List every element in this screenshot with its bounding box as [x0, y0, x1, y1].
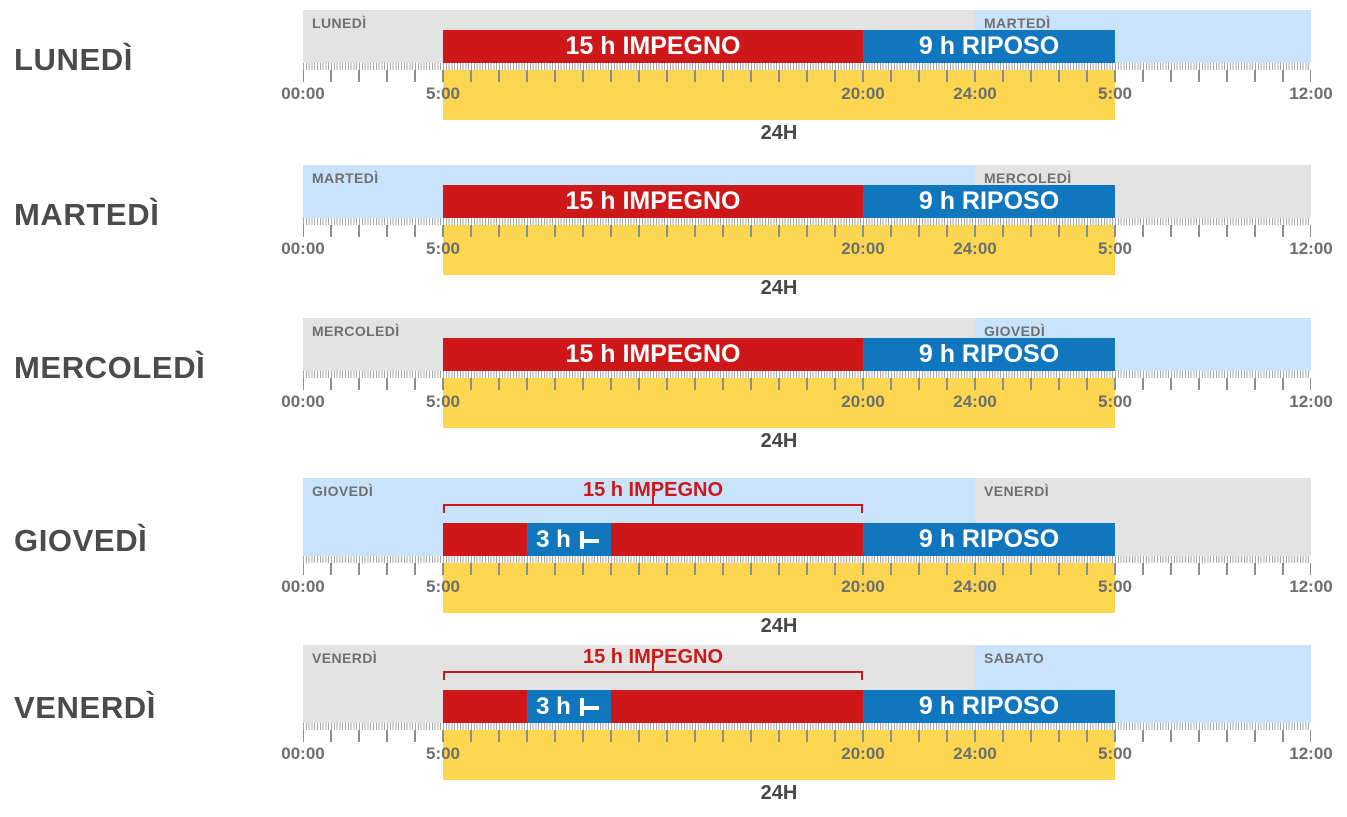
impegno-bar-part1 [443, 690, 527, 723]
tick-label: 12:00 [1289, 744, 1333, 763]
day-title: LUNEDÌ [14, 42, 133, 77]
duration-24h-label: 24H [760, 782, 798, 804]
tick-label: 5:00 [1097, 392, 1133, 411]
tick-label: 20:00 [841, 744, 885, 763]
riposo-bar: 9 h RIPOSO [863, 523, 1115, 556]
hour-ticks [303, 730, 1311, 742]
minute-ruler [303, 556, 1311, 563]
tick-label: 24:00 [953, 577, 997, 596]
duration-24h-label: 24H [760, 615, 798, 637]
tick-label: 5:00 [1097, 577, 1133, 596]
next-day-band-label: GIOVEDÌ [984, 323, 1046, 339]
current-day-band-label: MERCOLEDÌ [312, 323, 400, 339]
timeline: GIOVEDÌ VENERDÌ 15 h IMPEGNO 3 h 9 h RIP… [281, 478, 1333, 637]
minute-ruler [303, 723, 1311, 730]
rest-break-label: 3 h [536, 692, 571, 720]
impegno-bracket-label: 15 h IMPEGNO [582, 646, 723, 668]
tick-label: 12:00 [1289, 84, 1333, 103]
impegno-bar: 15 h IMPEGNO [443, 185, 863, 218]
duration-24h-label: 24H [760, 430, 798, 452]
hour-ticks [303, 225, 1311, 237]
next-day-band-label: SABATO [984, 650, 1045, 666]
next-day-band-label: MERCOLEDÌ [984, 170, 1072, 186]
day-row-giovedi: GIOVEDÌ GIOVEDÌ VENERDÌ 15 h IMPEGNO 3 h… [0, 478, 1347, 637]
tick-label: 24:00 [953, 84, 997, 103]
impegno-bracket [443, 671, 863, 680]
impegno-bracket-stub [651, 496, 654, 505]
timeline: LUNEDÌ MARTEDÌ 15 h IMPEGNO 9 h RIPOSO 0… [281, 10, 1333, 144]
minute-ruler [303, 218, 1311, 225]
impegno-bracket [443, 504, 863, 513]
impegno-bracket-label: 15 h IMPEGNO [582, 479, 723, 501]
day-title: MERCOLEDÌ [14, 350, 206, 385]
tick-label: 5:00 [1097, 744, 1133, 763]
hour-ticks [303, 378, 1311, 390]
hour-ticks [303, 70, 1311, 82]
current-day-band-label: VENERDÌ [312, 650, 378, 666]
bed-icon [579, 697, 599, 716]
timeline: MERCOLEDÌ GIOVEDÌ 15 h IMPEGNO 9 h RIPOS… [281, 318, 1333, 452]
day-row-lunedi: LUNEDÌ LUNEDÌ MARTEDÌ 15 h IMPEGNO 9 h R… [0, 10, 1347, 144]
next-day-band-label: VENERDÌ [984, 483, 1050, 499]
tick-label: 5:00 [425, 577, 461, 596]
minute-ruler [303, 63, 1311, 70]
day-row-venerdi: VENERDÌ VENERDÌ SABATO 15 h IMPEGNO 3 h … [0, 645, 1347, 804]
tick-label: 00:00 [281, 577, 325, 596]
tick-label: 24:00 [953, 239, 997, 258]
riposo-bar: 9 h RIPOSO [863, 690, 1115, 723]
impegno-bar-part2 [611, 523, 863, 556]
timeline: MARTEDÌ MERCOLEDÌ 15 h IMPEGNO 9 h RIPOS… [281, 165, 1333, 299]
tick-label: 00:00 [281, 239, 325, 258]
duration-24h-label: 24H [760, 122, 798, 144]
tick-label: 20:00 [841, 577, 885, 596]
impegno-bar-part1 [443, 523, 527, 556]
day-row-martedi: MARTEDÌ MARTEDÌ MERCOLEDÌ 15 h IMPEGNO 9… [0, 165, 1347, 299]
tick-label: 20:00 [841, 239, 885, 258]
tick-label: 20:00 [841, 84, 885, 103]
tick-label: 5:00 [1097, 239, 1133, 258]
current-day-band-label: LUNEDÌ [312, 15, 367, 31]
tick-label: 12:00 [1289, 577, 1333, 596]
tick-label: 5:00 [425, 84, 461, 103]
duration-24h-label: 24H [760, 277, 798, 299]
riposo-bar: 9 h RIPOSO [863, 30, 1115, 63]
day-row-mercoledi: MERCOLEDÌ MERCOLEDÌ GIOVEDÌ 15 h IMPEGNO… [0, 318, 1347, 452]
tick-label: 12:00 [1289, 392, 1333, 411]
current-day-band-label: MARTEDÌ [312, 170, 379, 186]
rest-break-label: 3 h [536, 525, 571, 553]
impegno-bar-part2 [611, 690, 863, 723]
tick-label: 20:00 [841, 392, 885, 411]
impegno-bar: 15 h IMPEGNO [443, 30, 863, 63]
tick-label: 24:00 [953, 392, 997, 411]
tick-label: 00:00 [281, 84, 325, 103]
next-day-band-label: MARTEDÌ [984, 15, 1051, 31]
impegno-bracket-stub [651, 663, 654, 672]
tick-label: 00:00 [281, 744, 325, 763]
tick-label: 5:00 [425, 239, 461, 258]
current-day-band-label: GIOVEDÌ [312, 483, 374, 499]
riposo-bar: 9 h RIPOSO [863, 338, 1115, 371]
next-day-band: VENERDÌ [975, 478, 1311, 556]
tick-label: 5:00 [1097, 84, 1133, 103]
tick-label: 5:00 [425, 392, 461, 411]
impegno-bar: 15 h IMPEGNO [443, 338, 863, 371]
rest-break-segment: 3 h [526, 690, 611, 723]
hour-ticks [303, 563, 1311, 575]
tick-label: 12:00 [1289, 239, 1333, 258]
day-title: VENERDÌ [14, 690, 157, 725]
minute-ruler [303, 371, 1311, 378]
tick-label: 00:00 [281, 392, 325, 411]
day-title: GIOVEDÌ [14, 523, 148, 558]
timeline: VENERDÌ SABATO 15 h IMPEGNO 3 h 9 h RIPO… [281, 645, 1333, 804]
day-title: MARTEDÌ [14, 197, 160, 232]
bed-icon [579, 530, 599, 549]
tick-label: 5:00 [425, 744, 461, 763]
tick-label: 24:00 [953, 744, 997, 763]
riposo-bar: 9 h RIPOSO [863, 185, 1115, 218]
rest-break-segment: 3 h [526, 523, 611, 556]
